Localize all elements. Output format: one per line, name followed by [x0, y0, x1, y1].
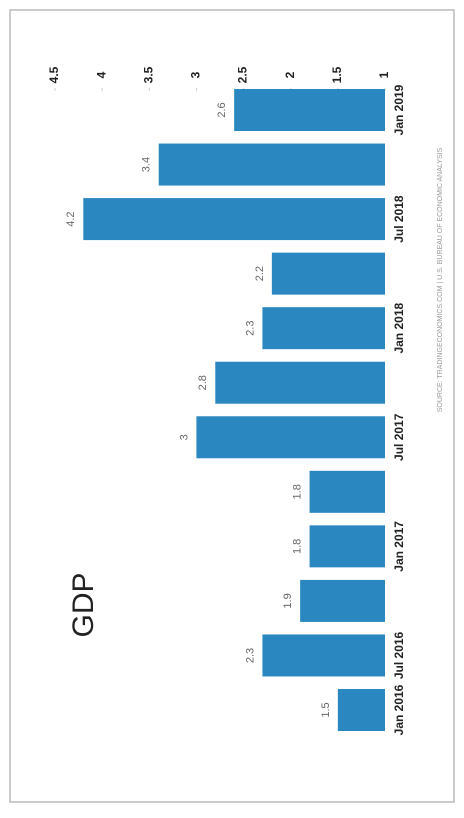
- x-tick-label: Jan 2019: [392, 84, 406, 135]
- bar: [158, 143, 385, 186]
- value-label: 3.4: [141, 157, 153, 172]
- chart-title: GDP: [67, 572, 100, 637]
- y-tick-label: 2: [283, 71, 297, 78]
- x-tick-label: Jul 2018: [392, 195, 406, 243]
- value-label: 1.8: [291, 484, 303, 499]
- bar: [262, 634, 385, 677]
- bar: [309, 525, 385, 568]
- bar: [309, 470, 385, 513]
- source: SOURCE: TRADINGECONOMICS.COM | U.S. BURE…: [437, 147, 444, 412]
- bar: [83, 198, 386, 241]
- y-tick-label: 3: [189, 71, 203, 78]
- value-label: 2.3: [244, 321, 256, 336]
- bar: [234, 89, 385, 131]
- y-tick-label: 3.5: [141, 66, 155, 83]
- value-label: 2.8: [197, 375, 209, 390]
- bar: [271, 252, 385, 295]
- y-tick-label: 1: [377, 71, 391, 78]
- bar: [196, 416, 385, 459]
- x-tick-label: Jan 2016: [392, 684, 406, 735]
- frame: [9, 9, 455, 803]
- x-tick-label: Jan 2017: [392, 521, 406, 572]
- x-tick-label: Jul 2016: [392, 631, 406, 679]
- value-label: 4.2: [65, 211, 77, 226]
- value-label: 1.9: [282, 593, 294, 608]
- y-tick-label: 4.5: [47, 66, 61, 83]
- bar: [262, 307, 385, 350]
- value-label: 1.8: [291, 539, 303, 554]
- value-label: 3: [178, 434, 190, 440]
- value-label: 1.5: [320, 702, 332, 717]
- y-tick-label: 2.5: [236, 66, 250, 83]
- bar: [300, 579, 385, 622]
- value-label: 2.6: [216, 102, 228, 117]
- bar: [337, 689, 385, 731]
- y-tick-label: 1.5: [330, 66, 344, 83]
- y-tick-label: 4: [94, 71, 108, 78]
- value-label: 2.3: [244, 648, 256, 663]
- x-tick-label: Jul 2017: [392, 413, 406, 461]
- x-tick-label: Jan 2018: [392, 303, 406, 354]
- value-label: 2.2: [254, 266, 266, 281]
- bar: [215, 361, 385, 404]
